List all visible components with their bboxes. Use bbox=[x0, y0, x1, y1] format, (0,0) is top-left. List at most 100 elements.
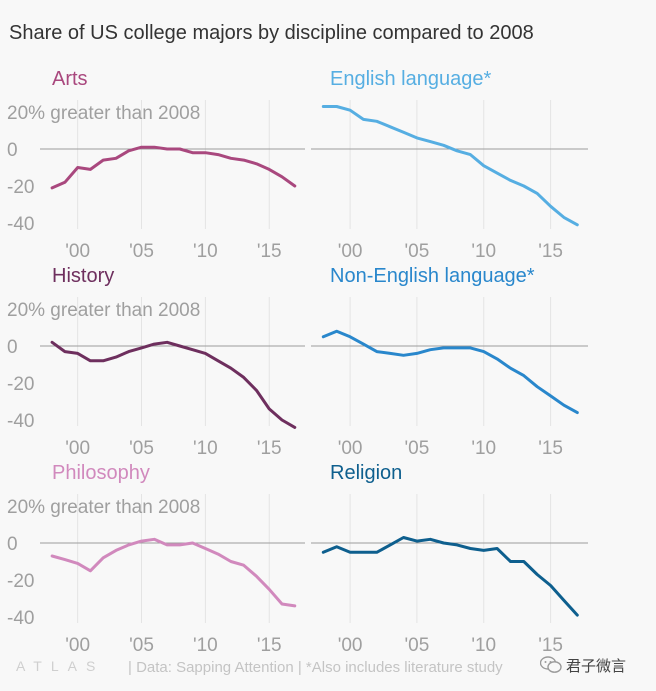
y-tick-label: 0 bbox=[7, 337, 18, 358]
data-point bbox=[536, 573, 539, 576]
data-point bbox=[76, 352, 79, 355]
data-point bbox=[469, 547, 472, 550]
data-point bbox=[429, 348, 432, 351]
data-point bbox=[64, 181, 67, 184]
data-point bbox=[217, 153, 220, 156]
data-point bbox=[549, 584, 552, 587]
series-line-english-language bbox=[321, 105, 579, 227]
data-point bbox=[576, 614, 579, 617]
x-tick-label: '05 bbox=[405, 635, 430, 656]
data-point bbox=[204, 352, 207, 355]
x-tick-label: '00 bbox=[338, 438, 363, 459]
source-note: | Data: Sapping Attention | *Also includ… bbox=[128, 659, 503, 676]
panel-religion: Religion '00 '05 '10 '15 bbox=[311, 462, 588, 656]
data-point bbox=[242, 564, 245, 567]
data-point bbox=[349, 335, 352, 338]
data-point bbox=[268, 168, 271, 171]
data-point bbox=[89, 569, 92, 572]
data-point bbox=[191, 348, 194, 351]
data-point bbox=[89, 359, 92, 362]
data-point bbox=[102, 556, 105, 559]
data-point bbox=[549, 395, 552, 398]
x-tick-label: '05 bbox=[129, 438, 154, 459]
data-point bbox=[293, 605, 296, 608]
panel-history: History 20% greater than 2008 0 -20 -40 '00 '0… bbox=[7, 265, 305, 459]
x-tick-label: '10 bbox=[193, 438, 218, 459]
panel-english-language: English language* '00 '05 '10 '15 bbox=[311, 68, 588, 262]
chart-title: Share of US college majors by discipline… bbox=[9, 22, 534, 44]
data-point bbox=[482, 350, 485, 353]
x-tick-label: '10 bbox=[193, 241, 218, 262]
data-point bbox=[153, 146, 156, 149]
x-tick-label: '10 bbox=[471, 438, 496, 459]
x-tick-label: '15 bbox=[538, 438, 563, 459]
atlas-logo: ATLAS bbox=[16, 658, 105, 674]
data-point bbox=[563, 216, 566, 219]
data-point bbox=[522, 185, 525, 188]
data-point bbox=[375, 120, 378, 123]
data-point bbox=[389, 352, 392, 355]
data-point bbox=[153, 343, 156, 346]
data-point bbox=[576, 411, 579, 414]
x-tick-label: '15 bbox=[257, 635, 282, 656]
data-point bbox=[362, 551, 365, 554]
data-point bbox=[64, 350, 67, 353]
data-point bbox=[178, 148, 181, 151]
x-tick-label: '00 bbox=[65, 635, 90, 656]
panel-title: Arts bbox=[52, 68, 88, 90]
data-point bbox=[140, 540, 143, 543]
x-tick-label: '15 bbox=[538, 635, 563, 656]
series-line-religion bbox=[321, 536, 579, 617]
x-tick-label: '05 bbox=[405, 438, 430, 459]
data-point bbox=[509, 367, 512, 370]
data-point bbox=[456, 544, 459, 547]
x-tick-label: '10 bbox=[471, 635, 496, 656]
data-point bbox=[255, 389, 258, 392]
data-point bbox=[127, 350, 130, 353]
data-point bbox=[281, 603, 284, 606]
x-tick-label: '00 bbox=[338, 241, 363, 262]
data-point bbox=[549, 205, 552, 208]
y-tick-label: -20 bbox=[7, 177, 34, 198]
data-point bbox=[230, 157, 233, 160]
y-tick-label: -40 bbox=[7, 411, 34, 432]
y-tick-label: 20% greater than 2008 bbox=[7, 103, 200, 124]
y-tick-label: -20 bbox=[7, 571, 34, 592]
data-point bbox=[178, 345, 181, 348]
data-point bbox=[362, 118, 365, 121]
y-tick-label: 20% greater than 2008 bbox=[7, 497, 200, 518]
data-point bbox=[217, 359, 220, 362]
data-point bbox=[76, 166, 79, 169]
data-point bbox=[429, 538, 432, 541]
data-point bbox=[293, 185, 296, 188]
data-point bbox=[536, 385, 539, 388]
data-point bbox=[153, 538, 156, 541]
panel-title: Philosophy bbox=[52, 462, 150, 484]
x-tick-label: '05 bbox=[129, 635, 154, 656]
data-point bbox=[115, 356, 118, 359]
data-point bbox=[482, 164, 485, 167]
series-line-arts bbox=[50, 145, 297, 190]
data-point bbox=[166, 341, 169, 344]
data-point bbox=[178, 544, 181, 547]
data-point bbox=[522, 374, 525, 377]
wechat-account-name: 君子微言 bbox=[566, 658, 627, 675]
data-point bbox=[335, 105, 338, 108]
data-point bbox=[191, 151, 194, 154]
data-point bbox=[268, 588, 271, 591]
data-point bbox=[335, 330, 338, 333]
x-tick-label: '15 bbox=[538, 241, 563, 262]
data-point bbox=[469, 347, 472, 350]
data-point bbox=[429, 140, 432, 143]
data-point bbox=[51, 341, 54, 344]
x-tick-label: '00 bbox=[338, 635, 363, 656]
series-line-non-english-language bbox=[321, 329, 579, 415]
y-tick-label: -20 bbox=[7, 374, 34, 395]
data-point bbox=[469, 153, 472, 156]
data-point bbox=[442, 542, 445, 545]
data-point bbox=[442, 144, 445, 147]
data-point bbox=[115, 549, 118, 552]
data-point bbox=[563, 404, 566, 407]
data-point bbox=[51, 555, 54, 558]
data-point bbox=[322, 551, 325, 554]
